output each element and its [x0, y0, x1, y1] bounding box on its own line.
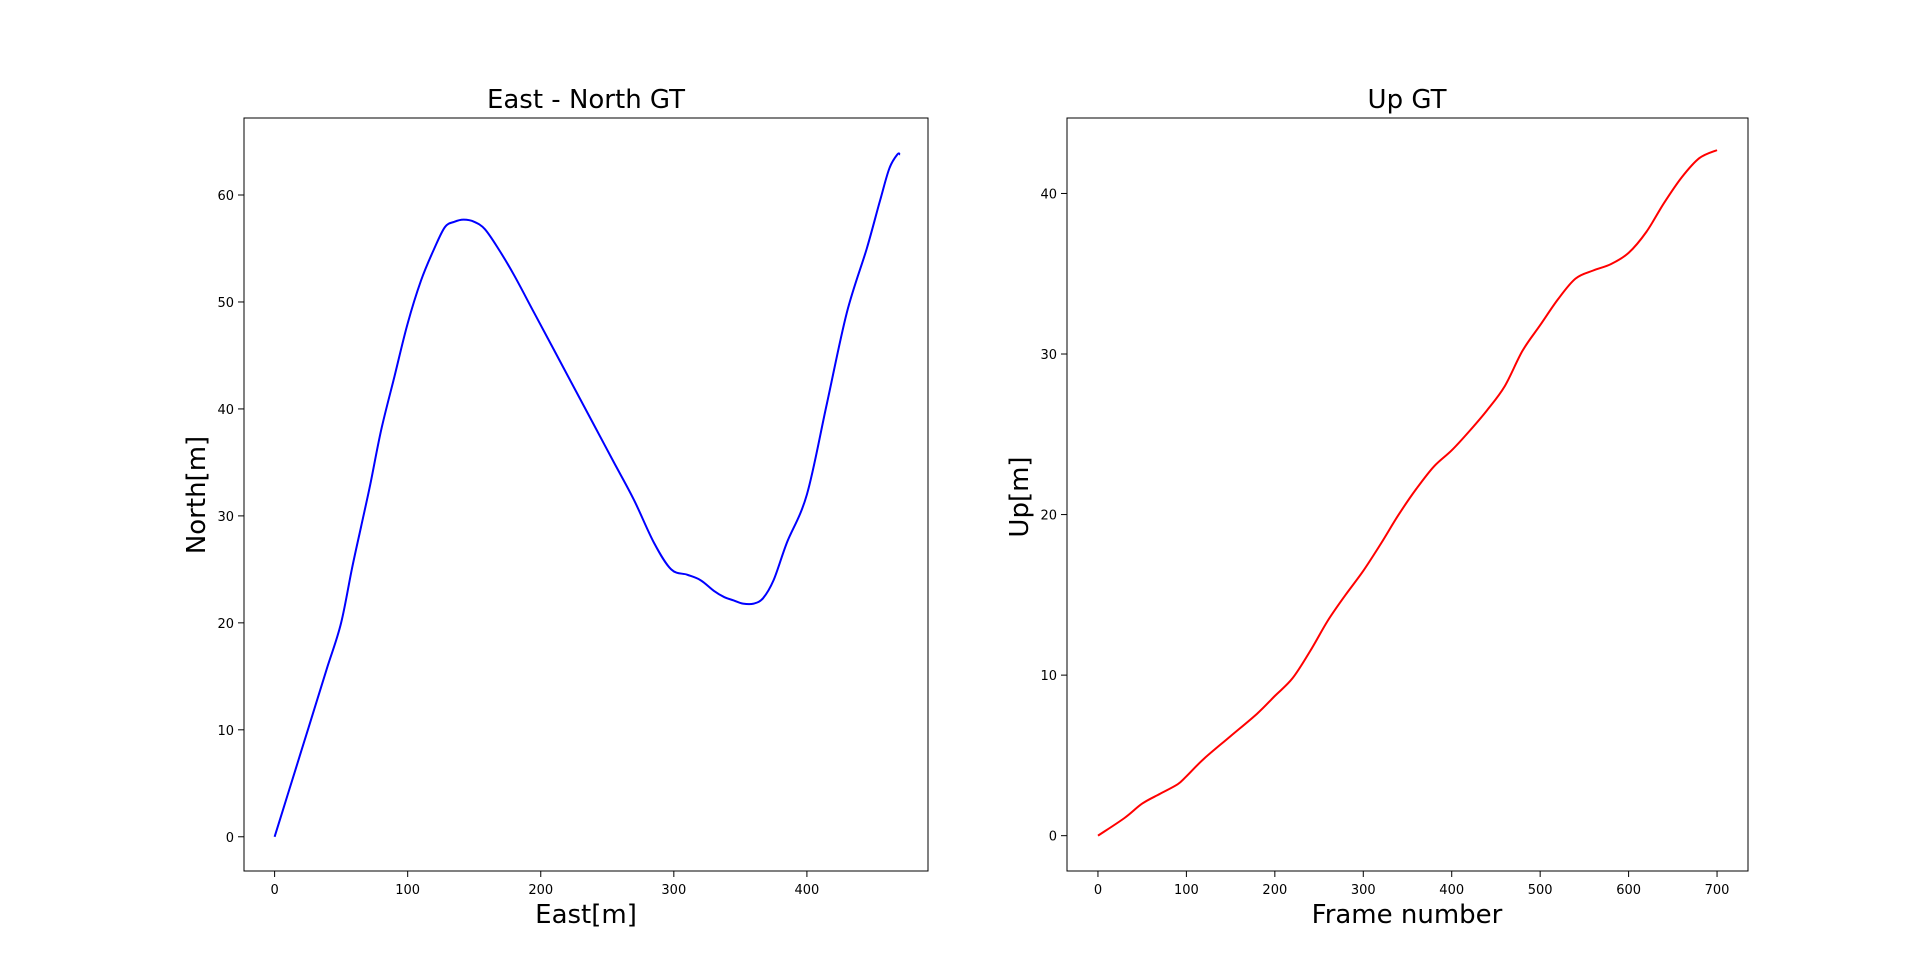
x-tick-label: 100 — [395, 883, 420, 898]
east-north-chart: East - North GT 0 100 200 300 400 0 10 20 30 40 50… — [182, 85, 929, 930]
y-tick-label: 10 — [217, 724, 234, 739]
x-tick-label: 400 — [1439, 883, 1464, 898]
x-tick-label: 300 — [661, 883, 686, 898]
series-line — [1097, 149, 1718, 837]
x-tick-label: 200 — [528, 883, 553, 898]
x-axis-label: East[m] — [535, 900, 637, 930]
y-tick-label: 0 — [226, 831, 234, 846]
y-tick-label: 0 — [1049, 830, 1057, 845]
x-tick-label: 600 — [1616, 883, 1641, 898]
x-tick-label: 700 — [1705, 883, 1730, 898]
y-tick-label: 10 — [1040, 669, 1057, 684]
chart-title: East - North GT — [487, 85, 685, 115]
x-tick-label: 400 — [794, 883, 819, 898]
series-line — [273, 152, 901, 838]
x-tick-label: 500 — [1528, 883, 1553, 898]
y-tick-label: 60 — [217, 189, 234, 204]
y-tick-label: 20 — [1040, 509, 1057, 524]
x-axis-label: Frame number — [1312, 900, 1503, 930]
y-axis-label: North[m] — [182, 436, 212, 554]
up-chart: Up GT 0 100 200 300 400 500 600 700 0 10 20 30 40 Fr… — [1005, 85, 1749, 930]
x-tick-label: 300 — [1351, 883, 1376, 898]
x-tick-label: 0 — [1094, 883, 1102, 898]
tick-group: 0 100 200 300 400 0 10 20 30 40 50 60 — [217, 189, 819, 898]
plot-frame — [1066, 117, 1749, 872]
chart-title: Up GT — [1368, 85, 1447, 115]
plot-frame — [243, 117, 929, 872]
x-tick-label: 200 — [1262, 883, 1287, 898]
y-axis-label: Up[m] — [1005, 456, 1035, 537]
x-tick-label: 0 — [270, 883, 278, 898]
y-tick-label: 30 — [1040, 348, 1057, 363]
x-tick-label: 100 — [1174, 883, 1199, 898]
y-tick-label: 40 — [217, 403, 234, 418]
y-tick-label: 50 — [217, 296, 234, 311]
y-tick-label: 30 — [217, 510, 234, 525]
y-tick-label: 20 — [217, 617, 234, 632]
y-tick-label: 40 — [1040, 187, 1057, 202]
tick-group: 0 100 200 300 400 500 600 700 0 10 20 30 40 — [1040, 187, 1729, 898]
